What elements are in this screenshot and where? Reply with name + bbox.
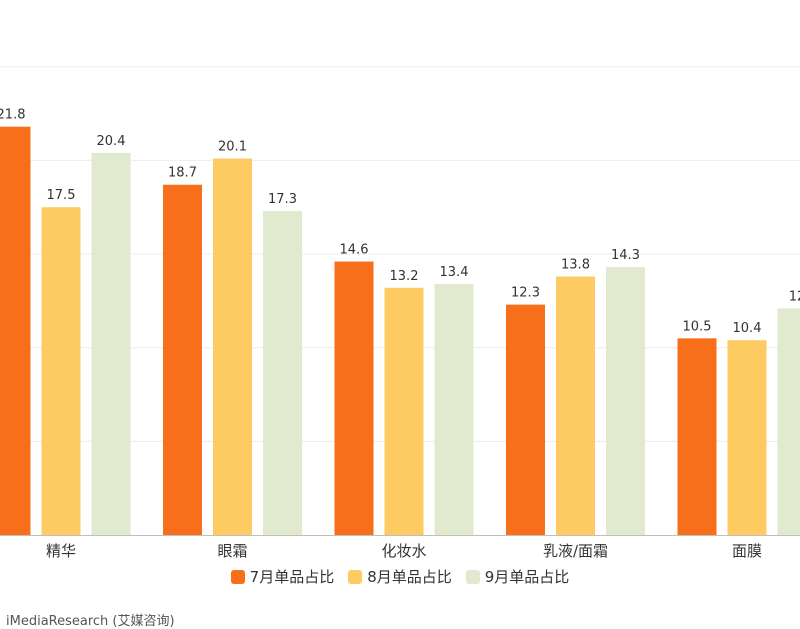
- bar-aug-2[interactable]: [385, 288, 424, 535]
- bars: [0, 127, 800, 535]
- data-label: 20.1: [218, 140, 247, 155]
- bar-sep-0[interactable]: [92, 153, 131, 535]
- data-label: 13.2: [390, 269, 419, 284]
- legend-swatch-aug: [348, 570, 362, 584]
- legend-label-sep: 9月单品占比: [485, 566, 570, 587]
- legend-item-sep[interactable]: 9月单品占比: [466, 566, 570, 587]
- x-tick-label: 乳液/面霜: [543, 542, 608, 560]
- data-label: 10.5: [683, 319, 712, 334]
- legend-label-aug: 8月单品占比: [367, 566, 452, 587]
- legend-label-jul: 7月单品占比: [250, 566, 335, 587]
- x-tick-label: 眼霜: [217, 542, 247, 560]
- bar-jul-2[interactable]: [335, 262, 374, 535]
- bar-aug-4[interactable]: [728, 340, 767, 535]
- legend-item-aug[interactable]: 8月单品占比: [348, 566, 452, 587]
- data-label: 14.3: [611, 248, 640, 263]
- source-note: iMediaResearch (艾媒咨询): [6, 610, 175, 629]
- legend: 7月单品占比 8月单品占比 9月单品占比: [0, 566, 800, 587]
- data-label: 17.3: [268, 192, 297, 207]
- data-label: 18.7: [168, 166, 197, 181]
- legend-swatch-sep: [466, 570, 480, 584]
- bar-jul-4[interactable]: [678, 338, 717, 535]
- data-label: 12: [789, 289, 800, 304]
- data-label: 14.6: [340, 243, 369, 258]
- bar-aug-1[interactable]: [213, 159, 252, 535]
- data-label: 13.4: [440, 265, 469, 280]
- x-tick-label: 精华: [46, 542, 76, 560]
- data-label: 13.8: [561, 258, 590, 273]
- data-label: 21.8: [0, 108, 25, 123]
- bar-sep-3[interactable]: [606, 267, 645, 535]
- bar-sep-1[interactable]: [263, 211, 302, 535]
- data-label: 20.4: [97, 134, 126, 149]
- bar-sep-4[interactable]: [778, 308, 800, 535]
- data-label: 12.3: [511, 286, 540, 301]
- x-axis: 精华 眼霜 化妆水 乳液/面霜 面膜: [0, 536, 800, 561]
- data-label: 10.4: [733, 321, 762, 336]
- bar-aug-0[interactable]: [42, 207, 81, 535]
- legend-item-jul[interactable]: 7月单品占比: [231, 566, 335, 587]
- x-tick-label: 化妆水: [381, 542, 426, 560]
- legend-swatch-jul: [231, 570, 245, 584]
- bar-sep-2[interactable]: [435, 284, 474, 535]
- bar-jul-0[interactable]: [0, 127, 31, 535]
- bar-jul-1[interactable]: [163, 185, 202, 535]
- x-tick-label: 面膜: [732, 542, 762, 560]
- bar-aug-3[interactable]: [556, 277, 595, 535]
- bar-jul-3[interactable]: [506, 305, 545, 535]
- data-label: 17.5: [47, 188, 76, 203]
